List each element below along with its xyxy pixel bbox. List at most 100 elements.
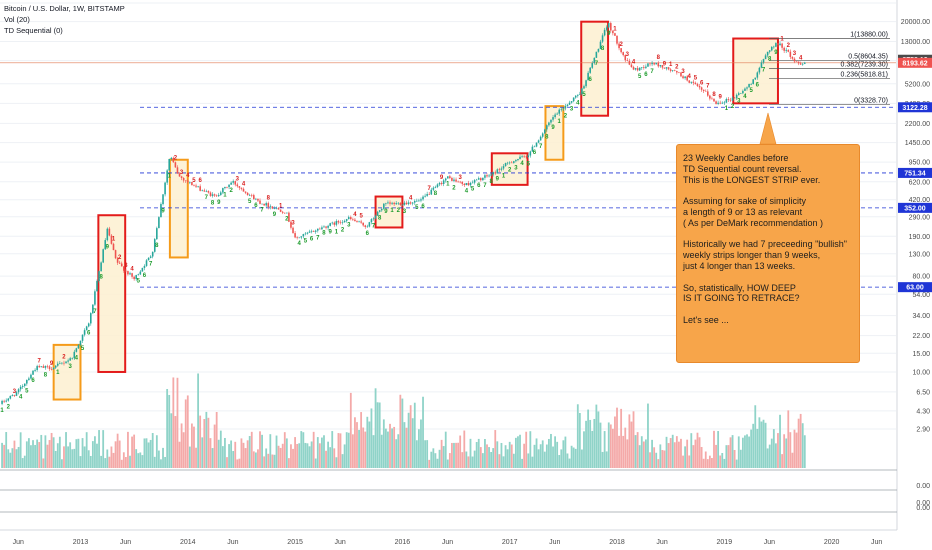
volume-bar bbox=[512, 453, 515, 468]
td-count: 2 bbox=[341, 228, 345, 234]
td-count: 3 bbox=[403, 209, 407, 215]
volume-bar bbox=[616, 407, 618, 468]
candle-body bbox=[502, 166, 505, 169]
candle-body bbox=[168, 158, 171, 171]
td-count: 4 bbox=[298, 241, 302, 247]
td-count: 1 bbox=[502, 173, 506, 179]
td-count: 4 bbox=[743, 94, 747, 100]
candle-body bbox=[403, 202, 406, 205]
volume-bar bbox=[678, 441, 680, 468]
td-strip-box bbox=[374, 195, 404, 229]
volume-bar bbox=[356, 422, 358, 468]
time-tick-label: 2018 bbox=[609, 539, 625, 546]
candle-body bbox=[174, 162, 177, 168]
volume-bar bbox=[9, 452, 12, 468]
td-count: 7 bbox=[93, 309, 97, 315]
volume-bar bbox=[50, 432, 53, 468]
candle-body bbox=[220, 192, 222, 195]
volume-bar bbox=[3, 444, 6, 468]
candle-body bbox=[395, 203, 398, 205]
candle-body bbox=[488, 175, 490, 177]
volume-bar bbox=[100, 455, 103, 468]
candle-body bbox=[73, 351, 76, 359]
td-count: 2 bbox=[7, 405, 11, 411]
volume-bar bbox=[279, 447, 282, 468]
td-count: 8 bbox=[378, 215, 382, 221]
candle-body bbox=[120, 263, 123, 267]
candle-body bbox=[651, 62, 653, 65]
td-count: 9 bbox=[106, 244, 110, 250]
candle-body bbox=[380, 208, 383, 211]
td-count: 9 bbox=[328, 229, 332, 235]
candle-body bbox=[770, 46, 773, 51]
candle-body bbox=[647, 63, 649, 67]
td-count: 8 bbox=[99, 275, 103, 281]
volume-bar bbox=[139, 452, 142, 468]
candle-body bbox=[612, 30, 614, 34]
candle-body bbox=[783, 47, 785, 51]
volume-bar bbox=[75, 439, 78, 468]
candle-body bbox=[195, 185, 197, 187]
candle-body bbox=[52, 367, 55, 370]
annotation-callout[interactable]: 23 Weekly Candles before TD Sequential c… bbox=[676, 144, 860, 363]
candle-body bbox=[682, 76, 684, 79]
volume-bar bbox=[160, 459, 162, 468]
volume-bar bbox=[13, 440, 16, 468]
candle-body bbox=[383, 203, 385, 209]
candle-body bbox=[618, 43, 620, 49]
td-count: 9 bbox=[607, 31, 611, 37]
volume-bar bbox=[444, 431, 447, 468]
candle-body bbox=[104, 240, 107, 250]
candle-body bbox=[797, 61, 800, 64]
candle-body bbox=[554, 114, 556, 118]
volume-bar bbox=[52, 437, 55, 468]
volume-bar bbox=[448, 453, 451, 468]
volume-bar bbox=[364, 431, 367, 468]
candle-body bbox=[775, 43, 777, 47]
candle-body bbox=[413, 200, 416, 203]
candle-body bbox=[56, 363, 59, 366]
volume-bar bbox=[302, 432, 305, 468]
volume-bar bbox=[44, 435, 47, 468]
candle-body bbox=[752, 79, 755, 85]
candle-body bbox=[186, 180, 189, 183]
volume-bar bbox=[671, 434, 674, 468]
td-sequential-label[interactable]: TD Sequential (0) bbox=[4, 26, 63, 35]
volume-bar bbox=[762, 419, 765, 468]
td-count: 9 bbox=[663, 62, 667, 68]
volume-bar bbox=[663, 450, 666, 468]
volume-bar bbox=[533, 444, 536, 468]
volume-bar bbox=[269, 434, 272, 468]
volume-bar bbox=[257, 449, 259, 468]
fib-level-label: 0.5(8604.35) bbox=[848, 54, 888, 61]
volume-bar bbox=[215, 412, 218, 468]
candle-body bbox=[127, 271, 129, 275]
td-count: 4 bbox=[75, 356, 79, 362]
volume-bar bbox=[5, 432, 8, 468]
candle-body bbox=[209, 192, 212, 196]
candle-body bbox=[34, 369, 36, 371]
candle-body bbox=[151, 251, 154, 257]
candle-body bbox=[368, 222, 371, 227]
volume-bar bbox=[426, 440, 429, 468]
volume-indicator-label[interactable]: Vol (20) bbox=[4, 15, 30, 24]
time-tick-label: Jun bbox=[227, 539, 238, 546]
candle-body bbox=[314, 230, 317, 232]
volume-bar bbox=[137, 453, 140, 468]
candle-body bbox=[19, 386, 22, 390]
symbol-label[interactable]: Bitcoin / U.S. Dollar, 1W, BITSTAMP bbox=[4, 4, 125, 13]
pane-tick-label: 0.00 bbox=[916, 483, 930, 490]
volume-bar bbox=[791, 452, 794, 468]
volume-bar bbox=[675, 436, 678, 468]
candle-body bbox=[616, 35, 618, 44]
candle-body bbox=[81, 334, 84, 341]
candle-body bbox=[700, 87, 703, 90]
td-count: 6 bbox=[477, 183, 481, 189]
candle-body bbox=[636, 68, 639, 71]
candle-body bbox=[653, 62, 655, 65]
candle-body bbox=[655, 62, 658, 65]
volume-bar bbox=[21, 458, 24, 468]
candle-body bbox=[702, 89, 705, 91]
candle-body bbox=[750, 84, 752, 85]
